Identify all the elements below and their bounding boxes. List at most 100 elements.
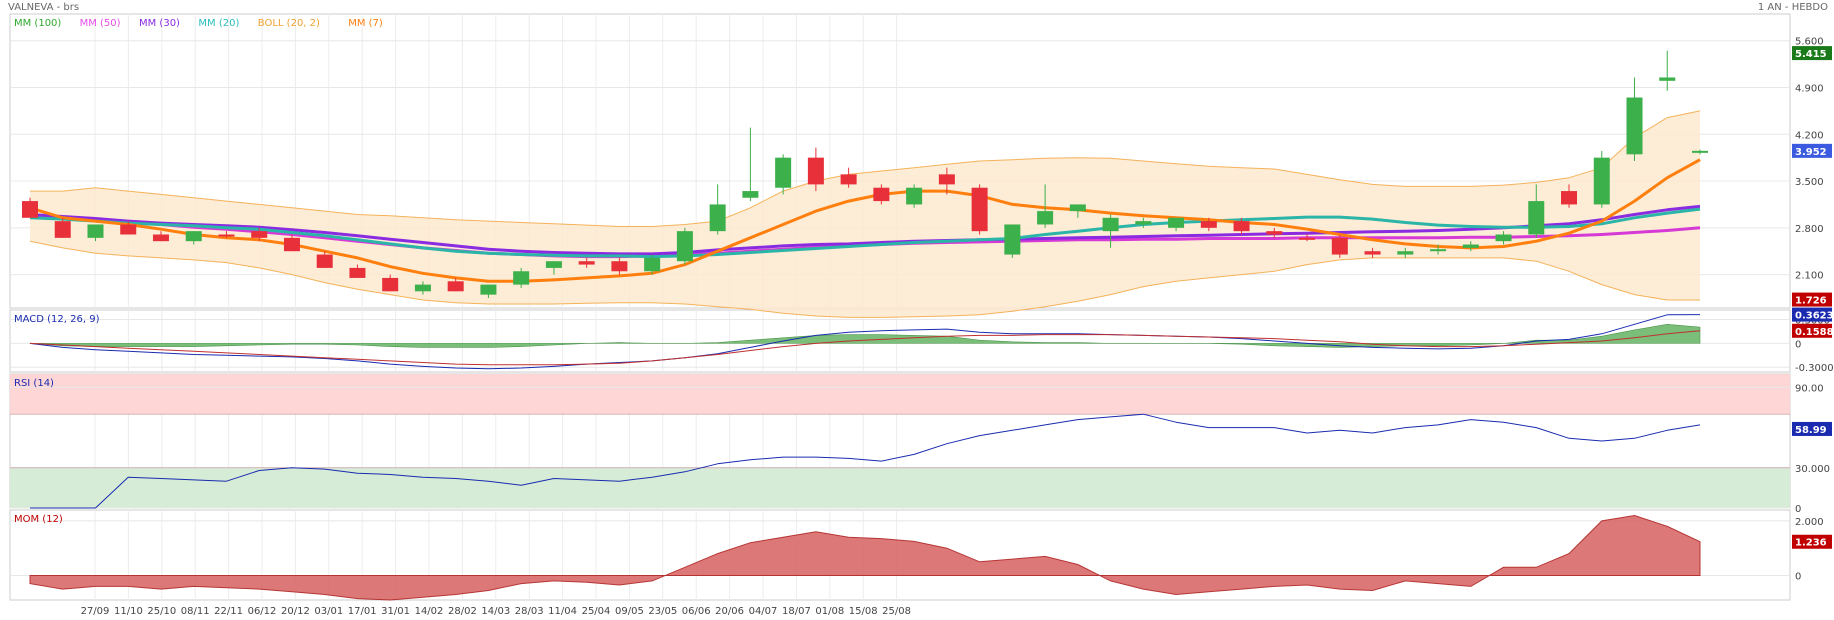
- candle-body: [185, 231, 202, 242]
- series-line-mm-7-: [29, 158, 1701, 283]
- candle-body: [644, 257, 661, 272]
- value-marker: [1792, 143, 1832, 158]
- legend-item: MM (30): [139, 18, 180, 29]
- candle-body: [1037, 211, 1054, 225]
- signal-line: [29, 330, 1701, 366]
- y-tick-label: 0: [1795, 571, 1801, 582]
- candle-body: [1233, 221, 1250, 232]
- candle-body: [218, 234, 235, 237]
- value-marker: [1792, 534, 1832, 549]
- candle-body: [1397, 251, 1414, 255]
- candle-body: [742, 191, 759, 198]
- x-tick-label: 28/03: [515, 606, 544, 617]
- candle-body: [807, 157, 824, 185]
- x-tick-label: 31/01: [381, 606, 410, 617]
- value-marker-label: 5.415: [1795, 49, 1827, 60]
- candle-body: [676, 231, 693, 262]
- value-marker-label: 0.1588: [1795, 327, 1834, 338]
- y-tick-label: 4.900: [1795, 84, 1824, 95]
- y-tick-label: -0.3000: [1795, 363, 1834, 374]
- legend-item: BOLL (20, 2): [258, 18, 320, 29]
- x-tick-label: 03/01: [314, 606, 343, 617]
- value-marker-label: 0.3623: [1795, 311, 1834, 322]
- candle-body: [1561, 191, 1578, 205]
- value-marker-label: 3.952: [1795, 147, 1827, 158]
- y-tick-label: 2.000: [1795, 517, 1824, 528]
- y-tick-label: 5.600: [1795, 37, 1824, 48]
- candle-body: [349, 267, 366, 278]
- candle-body: [906, 187, 923, 205]
- value-marker-label: 58.99: [1795, 425, 1827, 436]
- candle-body: [1069, 204, 1086, 212]
- y-tick-label: 2.800: [1795, 224, 1824, 235]
- momentum-area: [29, 514, 1701, 601]
- candle-body: [709, 204, 726, 232]
- bollinger-lower-line: [29, 240, 1700, 318]
- chart-title: VALNEVA - brs: [8, 2, 80, 13]
- x-tick-label: 09/05: [615, 606, 644, 617]
- value-marker: [1792, 46, 1832, 61]
- y-tick-label: 0: [1795, 339, 1801, 350]
- rsi-zone: [10, 374, 1790, 415]
- y-tick-label: 3.500: [1795, 177, 1824, 188]
- candle-body: [283, 237, 300, 252]
- x-tick-label: 25/04: [582, 606, 611, 617]
- y-tick-label: 90.00: [1795, 383, 1824, 394]
- y-tick-label: 30.000: [1795, 464, 1830, 475]
- panel-label-rsi: RSI (14): [14, 378, 54, 389]
- panel-label-mom: MOM (12): [14, 514, 63, 525]
- y-tick-label: 0: [1795, 504, 1801, 515]
- x-tick-label: 17/01: [348, 606, 377, 617]
- candle-body: [1299, 237, 1316, 240]
- candle-body: [873, 187, 890, 202]
- bollinger-upper-line: [30, 110, 1701, 227]
- candle-body: [22, 201, 38, 218]
- x-tick-label: 14/02: [415, 606, 444, 617]
- candle-body: [1168, 217, 1185, 228]
- rsi-zone: [10, 467, 1790, 508]
- candle-body: [1462, 244, 1479, 248]
- candle-body: [1626, 97, 1643, 155]
- candle-body: [513, 271, 530, 285]
- macd-line: [29, 314, 1701, 370]
- candle-body: [152, 234, 169, 242]
- x-tick-label: 23/05: [648, 606, 677, 617]
- value-marker: [1792, 323, 1832, 338]
- series-line-mm-30-: [29, 204, 1701, 256]
- x-tick-label: 01/08: [815, 606, 844, 617]
- x-tick-label: 14/03: [481, 606, 510, 617]
- y-tick-label: 2.100: [1795, 271, 1824, 282]
- candle-body: [1331, 237, 1348, 255]
- candle-body: [971, 187, 988, 232]
- candle-body: [1692, 150, 1708, 153]
- legend-item: MM (50): [80, 18, 121, 29]
- panel-label-macd: MACD (12, 26, 9): [14, 314, 100, 325]
- candle-body: [1659, 77, 1676, 81]
- x-tick-label: 06/12: [248, 606, 277, 617]
- candle-body: [1200, 221, 1217, 228]
- candle-body: [1430, 249, 1447, 252]
- candle-body: [54, 221, 71, 238]
- x-tick-label: 20/12: [281, 606, 310, 617]
- candle-body: [611, 261, 628, 272]
- x-tick-label: 06/06: [682, 606, 711, 617]
- candle-body: [251, 231, 268, 238]
- x-tick-label: 22/11: [214, 606, 243, 617]
- x-tick-label: 25/10: [147, 606, 176, 617]
- candle-body: [316, 254, 333, 268]
- x-tick-label: 11/04: [548, 606, 577, 617]
- legend-item: MM (7): [348, 18, 383, 29]
- x-tick-label: 28/02: [448, 606, 477, 617]
- candle-body: [1593, 157, 1610, 205]
- bollinger-band-fill: [30, 110, 1700, 318]
- value-marker: [1792, 292, 1832, 307]
- legend-item: MM (20): [198, 18, 239, 29]
- candle-body: [775, 157, 792, 188]
- value-marker-label: 1.236: [1795, 538, 1827, 549]
- series-line-mm-20-: [29, 207, 1701, 259]
- x-tick-label: 20/06: [715, 606, 744, 617]
- candle-body: [1102, 217, 1119, 232]
- value-marker: [1792, 421, 1832, 436]
- y-tick-label: 4.200: [1795, 130, 1824, 141]
